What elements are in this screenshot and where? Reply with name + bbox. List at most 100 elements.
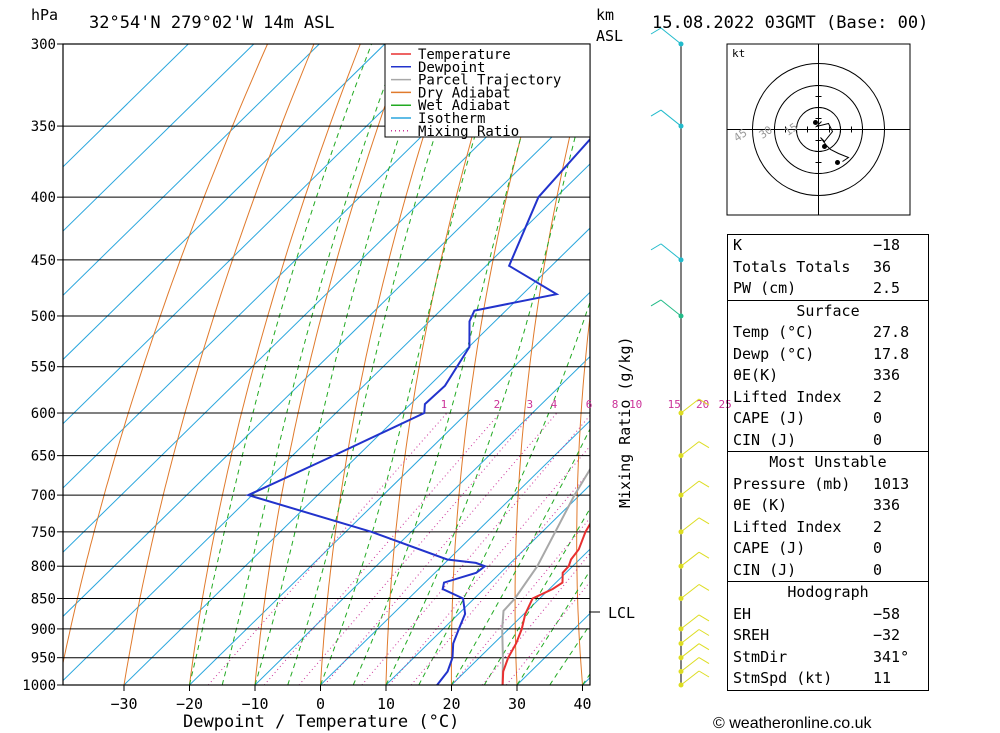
pressure-tick-label: 950 — [31, 651, 56, 667]
mixing-ratio-line — [361, 414, 590, 685]
wind-barb-flag — [698, 657, 710, 664]
pressure-tick-label: 800 — [31, 559, 56, 575]
legend-item: Parcel Trajectory — [418, 73, 561, 89]
hodograph-trace — [814, 121, 850, 162]
isotherm-line — [63, 98, 590, 618]
isotherm-line — [63, 44, 255, 232]
pressure-tick-label: 500 — [31, 309, 56, 325]
wind-barb-flag — [650, 109, 662, 117]
legend-item: Mixing Ratio — [418, 124, 519, 140]
wind-barb — [680, 629, 700, 644]
index-row: Lifted Index 2 — [728, 517, 928, 539]
mixing-ratio-label: 20 — [696, 398, 709, 411]
wind-barb — [660, 299, 682, 317]
wind-barb-flag — [650, 243, 662, 251]
index-key: StmDir — [733, 647, 788, 666]
wind-barb — [680, 670, 700, 686]
wind-barb — [680, 441, 700, 457]
index-value: 36 — [873, 257, 892, 276]
isotherm-line — [63, 44, 582, 553]
mixing-ratio-line — [207, 412, 448, 685]
wind-barb-flag — [698, 670, 710, 678]
wind-barb-flag — [698, 584, 710, 591]
indices-table: K −18 Totals Totals 36 PW (cm) 2.5 Surface Te… — [727, 234, 929, 691]
mixing-ratio-lines — [207, 412, 590, 685]
index-value: 0 — [873, 539, 883, 557]
km-label: km — [596, 6, 614, 24]
index-key: K — [733, 236, 743, 254]
isotherm-line — [451, 548, 590, 685]
index-value: 2 — [873, 387, 883, 406]
mixing-ratio-label: 10 — [629, 398, 642, 411]
mixing-ratio-line — [263, 412, 501, 685]
index-value: 1013 — [873, 474, 910, 493]
index-value: 336 — [873, 366, 901, 384]
index-row: θE (K) 336 — [728, 495, 928, 517]
mixing-ratio-label: 15 — [668, 398, 681, 411]
mixing-ratio-axis-title: Mixing Ratio (g/kg) — [616, 336, 634, 508]
index-value: 27.8 — [873, 323, 910, 341]
legend-item: Wet Adiabat — [418, 98, 511, 114]
index-value: 341° — [873, 647, 910, 666]
legend-item: Isotherm — [418, 111, 485, 127]
wet-adiabat-line — [287, 44, 465, 685]
wind-barb — [680, 614, 700, 630]
pressure-tick-label: 700 — [31, 488, 56, 504]
index-key: SREH — [733, 626, 770, 644]
legend-box — [384, 43, 591, 138]
index-row: EH −58 — [728, 604, 928, 626]
wind-barb-flag — [698, 480, 710, 488]
index-key: Dewp (°C) — [733, 344, 815, 363]
temperature-tick-label: −30 — [110, 695, 137, 713]
pressure-tick-label: 600 — [31, 406, 56, 422]
isotherm-line — [63, 44, 386, 361]
wind-barb-flag — [650, 27, 662, 35]
location-title: 32°54'N 279°02'W 14m ASL — [89, 13, 335, 33]
index-row: PW (cm) 2.5 — [728, 278, 928, 300]
index-value: 17.8 — [873, 344, 910, 363]
hodograph-point — [822, 144, 827, 149]
index-value: 2.5 — [873, 279, 901, 297]
wind-profile — [650, 27, 710, 688]
isotherm-line — [63, 44, 451, 425]
wind-barb — [660, 109, 682, 127]
index-row: CAPE (J) 0 — [728, 538, 928, 560]
wind-barb — [680, 398, 700, 414]
wind-barb-flag — [698, 643, 710, 651]
temperature-tick-label: 30 — [508, 695, 526, 713]
mixing-ratio-label: 4 — [551, 398, 558, 411]
temperature-line — [501, 522, 590, 685]
hodograph-point — [835, 160, 840, 165]
plot-frame — [62, 43, 591, 686]
wet-adiabat-line — [189, 44, 373, 685]
index-row: Dewp (°C) 17.8 — [728, 344, 928, 366]
pressure-tick-label: 900 — [31, 622, 56, 638]
index-row: Totals Totals 36 — [728, 257, 928, 279]
index-value: 0 — [873, 430, 883, 449]
wind-barb-flag — [698, 441, 710, 449]
mixing-ratio-label: 6 — [586, 398, 593, 411]
pressure-tick-label: 650 — [31, 449, 56, 465]
index-value: −58 — [873, 604, 901, 623]
mixing-ratio-label: 1 — [441, 398, 448, 411]
index-key: EH — [733, 604, 752, 623]
surface-title: Surface — [796, 301, 860, 320]
wind-barb — [680, 643, 700, 659]
dry-adiabat-line — [189, 44, 361, 685]
pressure-unit-label: hPa — [31, 6, 58, 24]
index-key: Lifted Index — [733, 387, 842, 406]
wet-adiabat-line — [254, 44, 431, 685]
index-key: PW (cm) — [733, 279, 797, 297]
index-value: 0 — [873, 409, 883, 427]
wind-barb-flag — [698, 629, 710, 636]
temperature-tick-label: 10 — [377, 695, 395, 713]
temperature-axis-labels: −30 −20 −10 0 10 20 30 40 — [110, 685, 592, 713]
pressure-tick-label: 450 — [31, 253, 56, 269]
index-row: CAPE (J) 0 — [728, 408, 928, 430]
wet-adiabat-line — [320, 44, 504, 685]
pressure-tick-label: 850 — [31, 591, 56, 607]
lcl-label: LCL — [608, 604, 635, 622]
index-key: Lifted Index — [733, 517, 842, 536]
index-value: 336 — [873, 496, 901, 514]
pressure-axis-labels: 300 350 400 450 500 550 600 650 700 750 800 850 900 9… — [22, 37, 56, 694]
